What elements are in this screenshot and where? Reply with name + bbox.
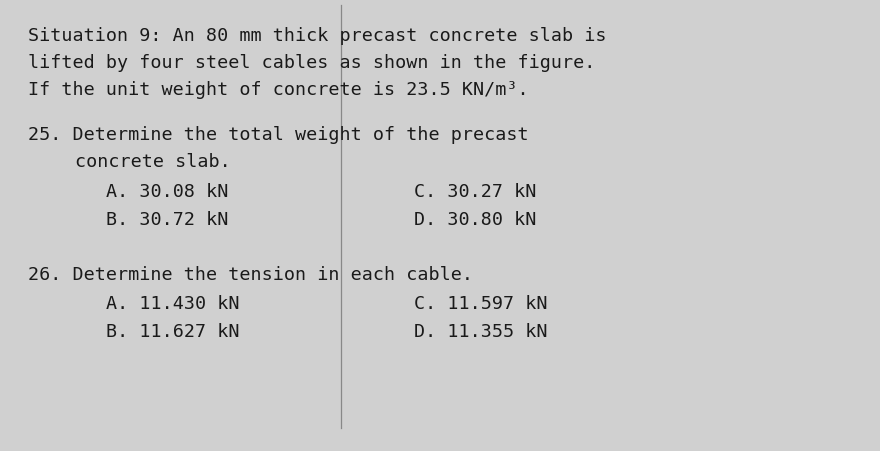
Text: lifted by four steel cables as shown in the figure.: lifted by four steel cables as shown in … <box>28 54 596 72</box>
Text: Situation 9: An 80 mm thick precast concrete slab is: Situation 9: An 80 mm thick precast conc… <box>28 27 606 45</box>
Text: A. 30.08 kN: A. 30.08 kN <box>106 183 228 201</box>
Text: concrete slab.: concrete slab. <box>75 153 231 171</box>
Text: D. 11.355 kN: D. 11.355 kN <box>414 323 547 341</box>
Text: B. 30.72 kN: B. 30.72 kN <box>106 211 228 229</box>
Text: 25. Determine the total weight of the precast: 25. Determine the total weight of the pr… <box>28 126 529 144</box>
Text: C. 11.597 kN: C. 11.597 kN <box>414 295 547 313</box>
Text: A. 11.430 kN: A. 11.430 kN <box>106 295 239 313</box>
Text: If the unit weight of concrete is 23.5 KN/m³.: If the unit weight of concrete is 23.5 K… <box>28 81 529 99</box>
Text: 26. Determine the tension in each cable.: 26. Determine the tension in each cable. <box>28 266 473 284</box>
Text: C. 30.27 kN: C. 30.27 kN <box>414 183 536 201</box>
Text: B. 11.627 kN: B. 11.627 kN <box>106 323 239 341</box>
Text: D. 30.80 kN: D. 30.80 kN <box>414 211 536 229</box>
